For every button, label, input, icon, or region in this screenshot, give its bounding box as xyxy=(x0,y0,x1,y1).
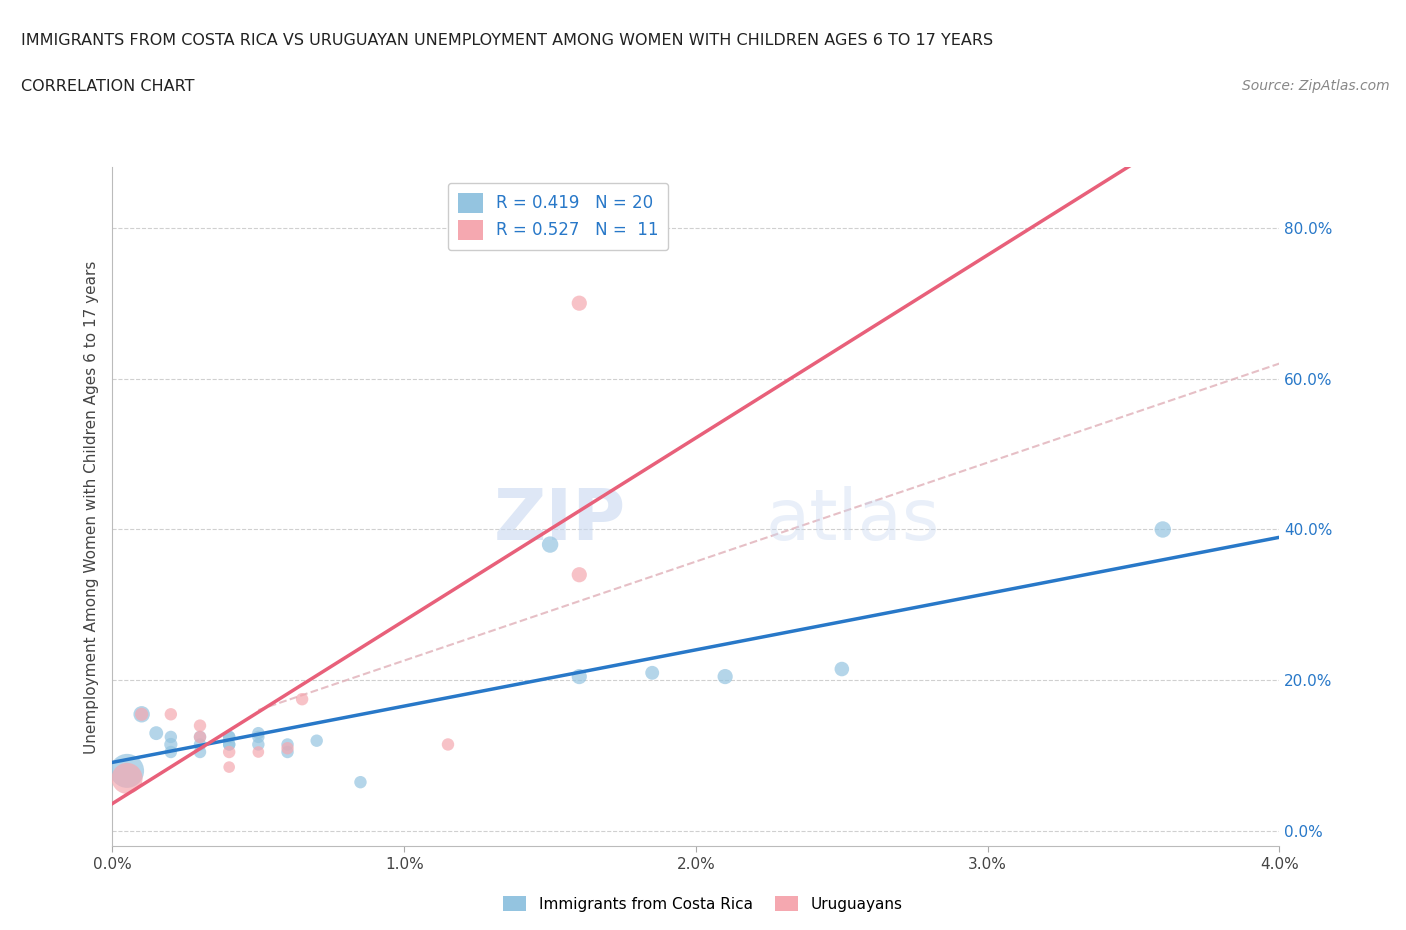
Point xyxy=(188,718,211,733)
Point xyxy=(218,737,240,751)
Point xyxy=(218,745,240,760)
Point xyxy=(641,665,664,680)
Point xyxy=(349,775,371,790)
Point xyxy=(437,737,460,751)
Point xyxy=(218,729,240,744)
Text: IMMIGRANTS FROM COSTA RICA VS URUGUAYAN UNEMPLOYMENT AMONG WOMEN WITH CHILDREN A: IMMIGRANTS FROM COSTA RICA VS URUGUAYAN … xyxy=(21,33,993,47)
Point xyxy=(115,771,138,786)
Point xyxy=(145,725,167,740)
Point xyxy=(276,745,298,760)
Point xyxy=(247,725,270,740)
Point xyxy=(568,296,591,311)
Point xyxy=(160,737,183,751)
Text: atlas: atlas xyxy=(766,486,941,555)
Point xyxy=(291,692,314,707)
Point xyxy=(247,729,270,744)
Point xyxy=(276,737,298,751)
Point xyxy=(568,670,591,684)
Point xyxy=(305,733,328,748)
Point xyxy=(831,661,853,676)
Point xyxy=(714,670,737,684)
Legend: Immigrants from Costa Rica, Uruguayans: Immigrants from Costa Rica, Uruguayans xyxy=(498,889,908,918)
Legend: R = 0.419   N = 20, R = 0.527   N =  11: R = 0.419 N = 20, R = 0.527 N = 11 xyxy=(447,182,668,250)
Point xyxy=(160,729,183,744)
Text: CORRELATION CHART: CORRELATION CHART xyxy=(21,79,194,94)
Point xyxy=(1152,522,1174,537)
Point xyxy=(115,764,138,778)
Point xyxy=(276,741,298,756)
Point xyxy=(218,737,240,751)
Point xyxy=(160,707,183,722)
Point xyxy=(188,729,211,744)
Point xyxy=(538,538,561,552)
Point xyxy=(218,729,240,744)
Point xyxy=(247,745,270,760)
Text: ZIP: ZIP xyxy=(494,486,626,555)
Y-axis label: Unemployment Among Women with Children Ages 6 to 17 years: Unemployment Among Women with Children A… xyxy=(83,260,98,753)
Point xyxy=(188,729,211,744)
Point xyxy=(131,707,153,722)
Point xyxy=(188,745,211,760)
Point xyxy=(568,567,591,582)
Point xyxy=(131,707,153,722)
Point xyxy=(247,737,270,751)
Point xyxy=(160,745,183,760)
Point xyxy=(188,737,211,751)
Point xyxy=(218,760,240,775)
Text: Source: ZipAtlas.com: Source: ZipAtlas.com xyxy=(1241,79,1389,93)
